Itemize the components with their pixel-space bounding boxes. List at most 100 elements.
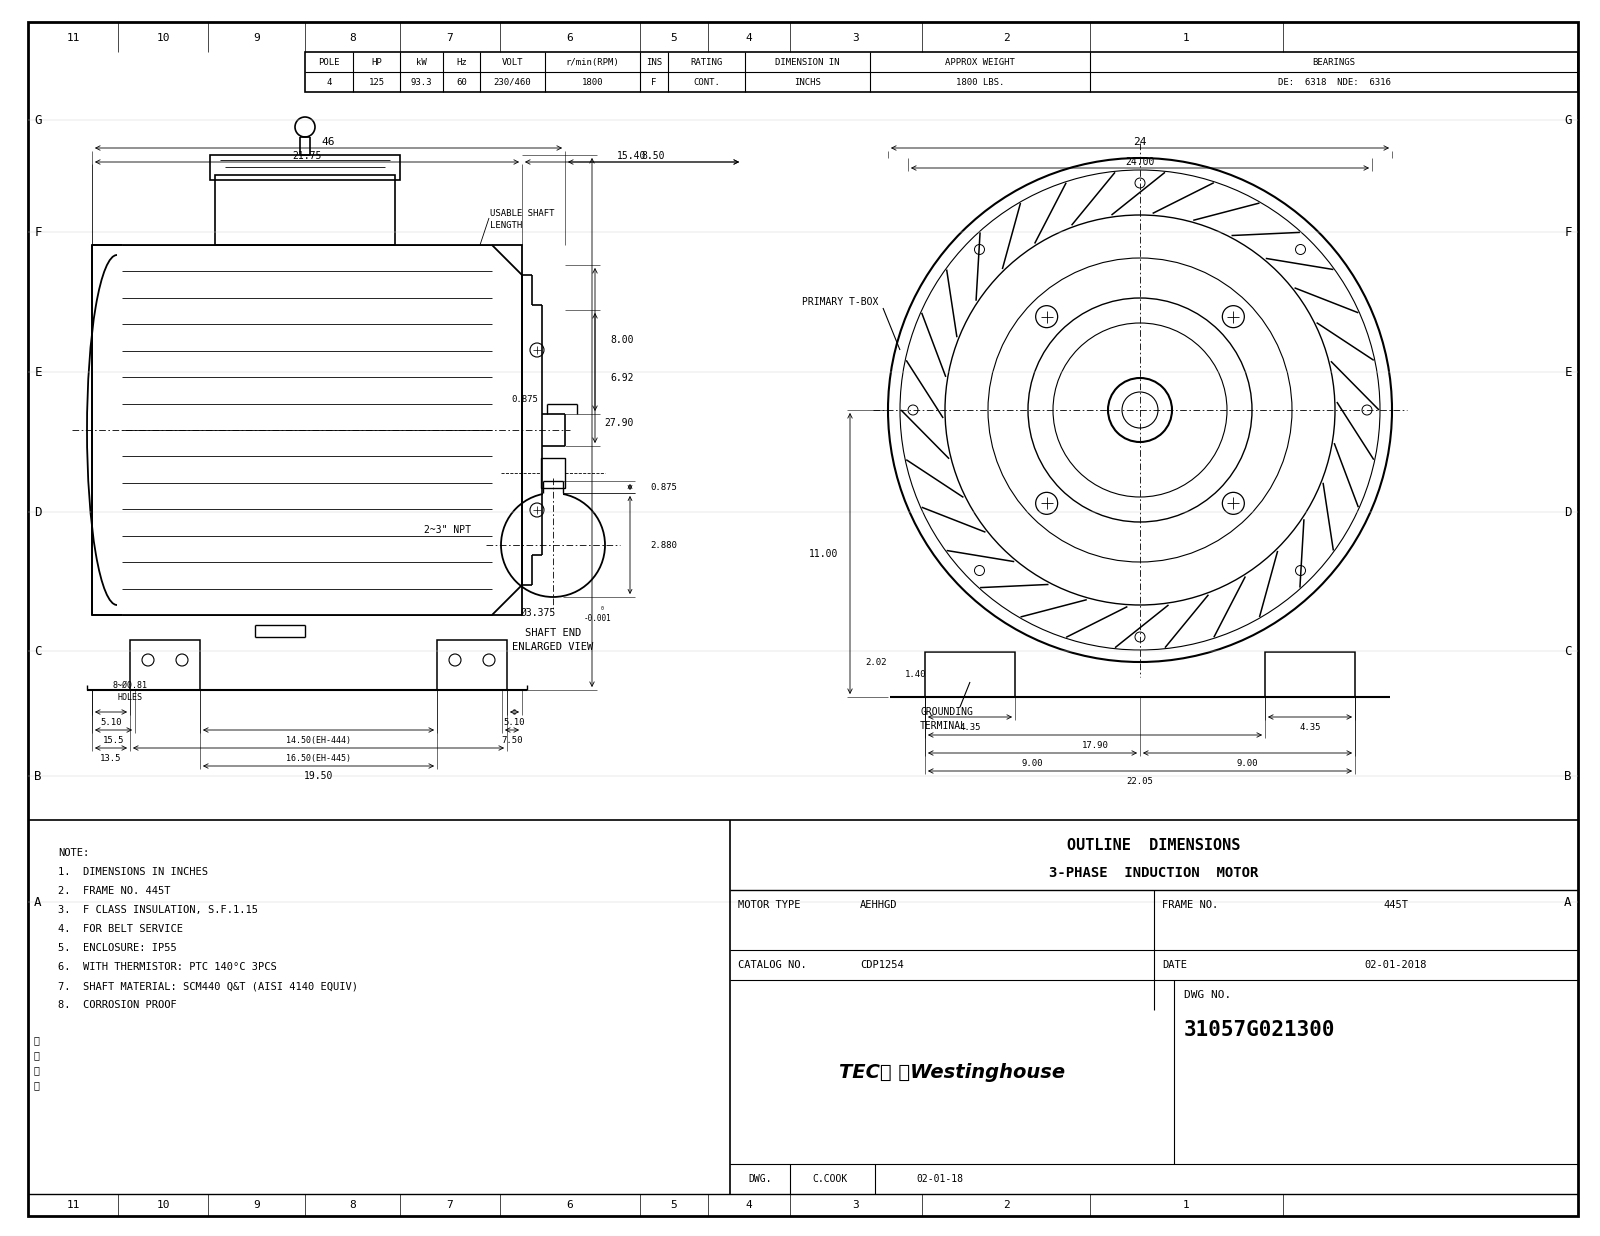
Text: 2.02: 2.02 — [866, 658, 886, 666]
Text: 7.50: 7.50 — [501, 735, 523, 744]
Text: ₀
-0.001: ₀ -0.001 — [584, 603, 611, 623]
Text: B: B — [1565, 770, 1571, 782]
Text: 230/460: 230/460 — [494, 78, 531, 87]
Text: 7: 7 — [446, 1200, 453, 1210]
Text: DWG NO.: DWG NO. — [1184, 990, 1232, 1000]
Text: 27.90: 27.90 — [605, 418, 634, 428]
Text: AEHHGD: AEHHGD — [861, 900, 898, 910]
Text: 6.  WITH THERMISTOR: PTC 140°C 3PCS: 6. WITH THERMISTOR: PTC 140°C 3PCS — [58, 962, 277, 971]
Text: 4: 4 — [746, 33, 752, 43]
Text: CATALOG NO.: CATALOG NO. — [738, 960, 806, 970]
Text: F: F — [651, 78, 656, 87]
Text: kW: kW — [416, 58, 427, 67]
Text: PRIMARY T-BOX: PRIMARY T-BOX — [802, 297, 878, 307]
Text: 46: 46 — [322, 137, 336, 147]
Text: F: F — [1565, 225, 1571, 239]
Text: 5: 5 — [670, 33, 677, 43]
Text: APPROX WEIGHT: APPROX WEIGHT — [946, 58, 1014, 67]
Bar — [210, 154, 400, 180]
Text: r/min(RPM): r/min(RPM) — [566, 58, 619, 67]
Text: A: A — [34, 896, 42, 908]
Text: Ø3.375: Ø3.375 — [520, 608, 555, 618]
Text: 2: 2 — [1003, 1200, 1010, 1210]
Text: SHAFT END: SHAFT END — [525, 628, 581, 638]
Text: 4: 4 — [746, 1200, 752, 1210]
Text: 3.  F CLASS INSULATION, S.F.1.15: 3. F CLASS INSULATION, S.F.1.15 — [58, 905, 258, 915]
Text: 24.00: 24.00 — [1125, 157, 1155, 167]
Text: F: F — [34, 225, 42, 239]
Text: 11.00: 11.00 — [808, 549, 838, 559]
Text: POLE: POLE — [318, 58, 339, 67]
Text: HP: HP — [371, 58, 382, 67]
Bar — [542, 481, 563, 494]
Bar — [925, 653, 1014, 697]
Text: MOTOR TYPE: MOTOR TYPE — [738, 900, 800, 910]
Text: C: C — [34, 644, 42, 658]
Text: 9.00: 9.00 — [1237, 759, 1258, 768]
Text: 24: 24 — [1133, 137, 1147, 147]
Text: 10: 10 — [157, 1200, 170, 1210]
Text: 第: 第 — [34, 1035, 38, 1044]
Text: 125: 125 — [368, 78, 384, 87]
Text: CONT.: CONT. — [693, 78, 720, 87]
Text: E: E — [1565, 366, 1571, 378]
Text: 16.50(EH-445): 16.50(EH-445) — [286, 754, 350, 763]
Bar — [306, 52, 1578, 91]
Text: DWG.: DWG. — [749, 1174, 771, 1184]
Text: 445T: 445T — [1384, 900, 1408, 910]
Text: 8.  CORROSION PROOF: 8. CORROSION PROOF — [58, 1000, 176, 1010]
Text: 2~3" NPT: 2~3" NPT — [424, 525, 470, 535]
Text: CDP1254: CDP1254 — [861, 960, 904, 970]
Text: VOLT: VOLT — [502, 58, 523, 67]
Text: 1: 1 — [1182, 33, 1190, 43]
Text: B: B — [34, 770, 42, 782]
Text: D: D — [34, 506, 42, 518]
Text: 8.00: 8.00 — [610, 335, 634, 345]
Text: 4.35: 4.35 — [1299, 723, 1320, 732]
Text: 6: 6 — [566, 1200, 573, 1210]
Text: DIMENSION IN: DIMENSION IN — [776, 58, 840, 67]
Text: 1: 1 — [1182, 1200, 1190, 1210]
Bar — [541, 459, 565, 488]
Text: G: G — [34, 114, 42, 126]
Text: A: A — [1565, 896, 1571, 908]
Text: 8: 8 — [349, 33, 355, 43]
Text: HOLES: HOLES — [117, 692, 142, 702]
Text: 10: 10 — [157, 33, 170, 43]
Text: 19.50: 19.50 — [304, 771, 333, 781]
Text: 3: 3 — [853, 33, 859, 43]
Text: 4.35: 4.35 — [960, 723, 981, 732]
Text: 3: 3 — [853, 1200, 859, 1210]
Text: Hz: Hz — [456, 58, 467, 67]
Text: GROUNDING: GROUNDING — [920, 707, 973, 717]
Text: NOTE:: NOTE: — [58, 848, 90, 858]
Text: INS: INS — [646, 58, 662, 67]
Text: 9: 9 — [253, 33, 259, 43]
Text: RATING: RATING — [690, 58, 723, 67]
Bar — [214, 176, 395, 245]
Text: 02-01-2018: 02-01-2018 — [1365, 960, 1427, 970]
Text: 2: 2 — [1003, 33, 1010, 43]
Text: 5.  ENCLOSURE: IP55: 5. ENCLOSURE: IP55 — [58, 943, 176, 953]
Text: TECⓈ ⓂWestinghouse: TECⓈ ⓂWestinghouse — [838, 1063, 1066, 1082]
Text: 1800 LBS.: 1800 LBS. — [955, 78, 1005, 87]
Text: ENLARGED VIEW: ENLARGED VIEW — [512, 641, 594, 653]
Text: 2.  FRAME NO. 445T: 2. FRAME NO. 445T — [58, 886, 171, 896]
Text: LENGTH: LENGTH — [490, 220, 522, 230]
Text: E: E — [34, 366, 42, 378]
Text: 6: 6 — [566, 33, 573, 43]
Text: 31057G021300: 31057G021300 — [1184, 1020, 1336, 1039]
Text: 8~Ø0.81: 8~Ø0.81 — [112, 681, 147, 690]
Text: 8.50: 8.50 — [642, 151, 666, 161]
Text: BEARINGS: BEARINGS — [1312, 58, 1355, 67]
Text: 13.5: 13.5 — [101, 754, 122, 763]
Text: 15.40: 15.40 — [618, 151, 646, 161]
Bar — [93, 245, 522, 616]
Text: 4: 4 — [326, 78, 331, 87]
Text: 11: 11 — [66, 1200, 80, 1210]
Text: 1.40: 1.40 — [906, 670, 926, 679]
Text: 7.  SHAFT MATERIAL: SCM440 Q&T (AISI 4140 EQUIV): 7. SHAFT MATERIAL: SCM440 Q&T (AISI 4140… — [58, 981, 358, 991]
Text: 5.10: 5.10 — [504, 718, 525, 727]
Text: 17.90: 17.90 — [1082, 740, 1109, 749]
Text: 22.05: 22.05 — [1126, 776, 1154, 786]
